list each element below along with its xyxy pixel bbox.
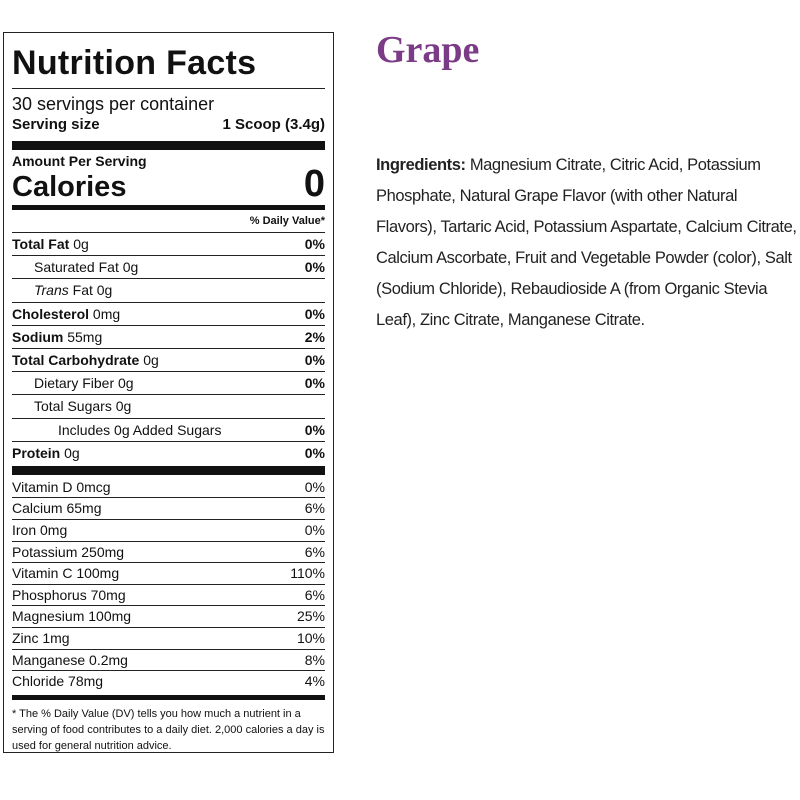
nutrient-name: Saturated Fat 0g	[34, 259, 139, 276]
thick-rule	[12, 141, 325, 150]
calories-label: Calories	[12, 171, 127, 203]
nutrition-label: Nutrition Facts 30 servings per containe…	[3, 32, 334, 753]
nutrient-name: Total Sugars 0g	[34, 398, 132, 415]
vitamin-row: Vitamin C 100mg 110%	[12, 562, 325, 584]
vitamin-dv: 25%	[296, 608, 325, 625]
nutrient-dv: 0%	[304, 351, 325, 368]
ingredients-label: Ingredients:	[376, 156, 466, 174]
nutrient-dv: 0%	[304, 444, 325, 461]
vitamin-dv: 6%	[304, 500, 325, 517]
vitamin-row: Iron 0mg 0%	[12, 519, 325, 541]
vitamin-name: Vitamin C 100mg	[12, 565, 120, 582]
nutrient-name: Total Carbohydrate	[12, 351, 140, 368]
vitamin-list: Vitamin D 0mcg 0% Calcium 65mg 6% Iron 0mg 0%…	[12, 477, 325, 692]
nutrient-row: Dietary Fiber 0g 0%	[12, 371, 325, 394]
nutrient-row: Saturated Fat 0g 0%	[12, 255, 325, 278]
rule	[12, 88, 325, 89]
vitamin-dv: 8%	[304, 651, 325, 668]
vitamin-dv: 6%	[304, 543, 325, 560]
nutrient-amount: 0g	[143, 351, 159, 368]
servings: 30 servings per container	[12, 94, 215, 114]
nutrient-amount: 0mg	[92, 305, 121, 322]
nutrient-dv: 0%	[304, 421, 325, 438]
nutrient-dv: 2%	[304, 328, 325, 345]
nutrient-name: Protein	[12, 444, 61, 461]
nutrient-name: Total Fat	[12, 236, 70, 252]
nutrient-dv: 0%	[304, 259, 325, 276]
nutrient-name: Cholesterol	[12, 305, 90, 322]
medium-rule	[12, 694, 325, 700]
nutrient-amount: 55mg	[67, 328, 103, 345]
nutrient-amount: 0g	[64, 444, 80, 461]
vitamin-name: Vitamin D 0mcg	[12, 478, 111, 495]
vitamin-dv: 10%	[296, 630, 325, 647]
vitamin-dv: 0%	[304, 478, 325, 495]
vitamin-name: Phosphorus 70mg	[12, 586, 126, 603]
dv-header: % Daily Value*	[249, 215, 325, 227]
serving-size: Serving size 1 Scoop (3.4g)	[12, 115, 325, 135]
calories-value: 0	[303, 163, 325, 205]
vitamin-row: Phosphorus 70mg 6%	[12, 583, 325, 606]
medium-rule	[12, 205, 325, 210]
label-title: Nutrition Facts	[12, 44, 257, 82]
amount-per-serving: Amount Per Serving	[12, 153, 147, 169]
nutrient-amount: 0g	[73, 236, 89, 252]
nutrient-row: Includes 0g Added Sugars 0%	[12, 417, 325, 441]
ingredients-text: Magnesium Citrate, Citric Acid, Potassiu…	[376, 156, 797, 329]
vitamin-dv: 4%	[304, 673, 325, 690]
nutrient-dv: 0%	[304, 236, 325, 252]
vitamin-dv: 0%	[304, 522, 325, 539]
vitamin-name: Manganese 0.2mg	[12, 651, 128, 668]
vitamin-name: Iron 0mg	[12, 522, 68, 539]
vitamin-row: Chloride 78mg 4%	[12, 670, 325, 692]
vitamin-row: Manganese 0.2mg 8%	[12, 648, 325, 671]
vitamin-name: Zinc 1mg	[12, 630, 70, 647]
vitamin-name: Calcium 65mg	[12, 500, 102, 517]
nutrient-row: Total Sugars 0g	[12, 394, 325, 417]
vitamin-name: Potassium 250mg	[12, 543, 125, 560]
ingredients: Ingredients: Magnesium Citrate, Citric A…	[376, 150, 800, 336]
footnote: * The % Daily Value (DV) tells you how m…	[12, 707, 325, 752]
flavor-title: Grape	[376, 29, 480, 71]
vitamin-name: Chloride 78mg	[12, 673, 104, 690]
serving-size-label: Serving size	[12, 116, 100, 133]
nutrient-row: Cholesterol 0mg 0%	[12, 301, 325, 325]
vitamin-row: Vitamin D 0mcg 0%	[12, 477, 325, 498]
serving-size-value: 1 Scoop (3.4g)	[222, 116, 325, 133]
vitamin-row: Potassium 250mg 6%	[12, 540, 325, 563]
nutrient-amount: Fat 0g	[72, 282, 113, 299]
nutrient-row: Total Fat 0g 0%	[12, 232, 325, 255]
thick-rule	[12, 465, 325, 475]
vitamin-name: Magnesium 100mg	[12, 608, 132, 625]
nutrient-row: Sodium 55mg 2%	[12, 324, 325, 348]
nutrient-dv: 0%	[304, 305, 325, 322]
vitamin-row: Calcium 65mg 6%	[12, 497, 325, 519]
nutrient-name: Dietary Fiber 0g	[34, 375, 134, 392]
vitamin-dv: 110%	[290, 565, 325, 582]
nutrient-row: Trans Fat 0g	[12, 278, 325, 301]
vitamin-row: Zinc 1mg 10%	[12, 627, 325, 649]
nutrient-row: Total Carbohydrate 0g 0%	[12, 347, 325, 371]
nutrient-name: Trans	[34, 282, 69, 299]
nutrient-name: Sodium	[12, 328, 64, 345]
nutrient-name: Includes 0g Added Sugars	[58, 421, 222, 438]
vitamin-dv: 6%	[304, 586, 325, 603]
calories: Calories 0	[12, 163, 325, 205]
vitamin-row: Magnesium 100mg 25%	[12, 605, 325, 627]
nutrient-row: Protein 0g 0%	[12, 440, 325, 464]
nutrient-dv: 0%	[304, 375, 325, 392]
